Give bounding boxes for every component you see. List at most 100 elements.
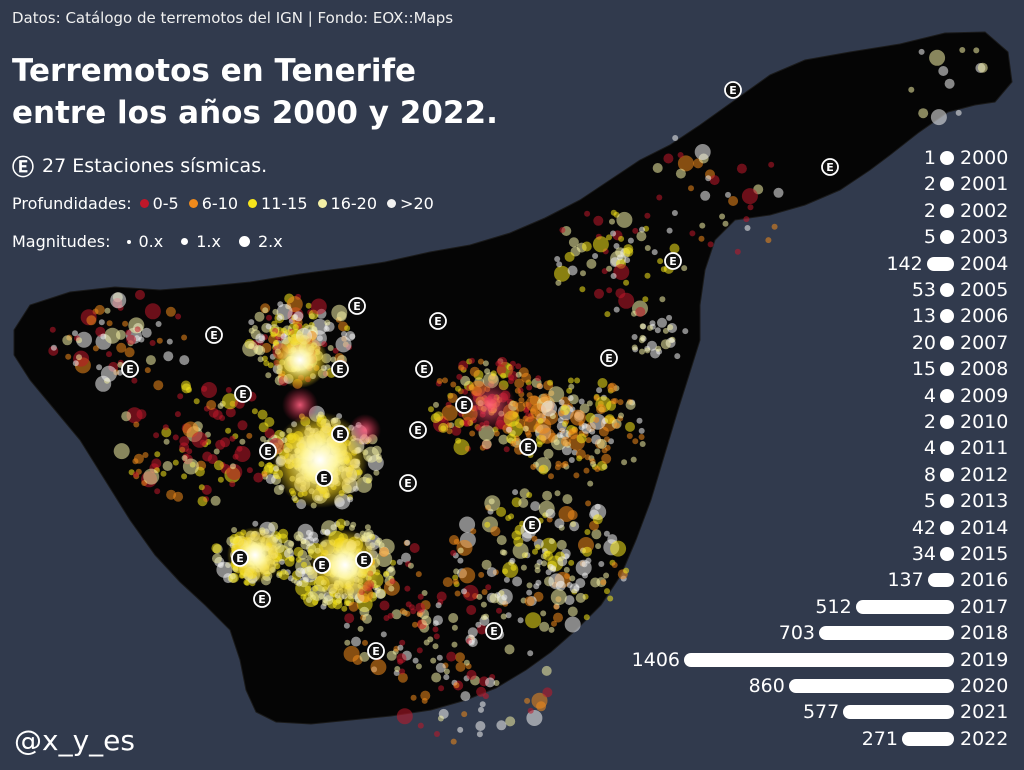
year-bar bbox=[940, 415, 954, 429]
earthquake-dot bbox=[344, 325, 351, 332]
earthquake-dot bbox=[156, 337, 163, 344]
earthquake-dot bbox=[458, 364, 465, 371]
year-count: 512 bbox=[815, 595, 852, 618]
station-icon: Ⓔ bbox=[12, 156, 35, 181]
year-label: 2018 bbox=[960, 622, 1009, 645]
earthquake-dot bbox=[324, 319, 331, 326]
earthquake-dot bbox=[213, 460, 224, 471]
earthquake-dot bbox=[336, 311, 347, 322]
seismic-station-icon: E bbox=[367, 642, 385, 660]
earthquake-dot bbox=[305, 302, 312, 309]
earthquake-dot bbox=[349, 524, 355, 531]
earthquake-dot bbox=[505, 612, 512, 619]
earthquake-dot bbox=[584, 210, 591, 217]
year-row: 34 2015 bbox=[912, 542, 1016, 566]
earthquake-dot bbox=[455, 385, 461, 392]
earthquake-dot bbox=[132, 471, 139, 478]
earthquake-dot bbox=[596, 438, 607, 449]
year-row: 703 2018 bbox=[779, 621, 1016, 645]
earthquake-dot bbox=[305, 529, 312, 536]
earthquake-dot bbox=[206, 400, 217, 410]
earthquake-dot bbox=[115, 329, 126, 340]
earthquake-dot bbox=[595, 543, 602, 550]
earthquake-dot bbox=[548, 626, 555, 633]
earthquake-dot bbox=[621, 459, 628, 466]
earthquake-dot bbox=[451, 425, 462, 436]
earthquake-dot bbox=[428, 406, 434, 413]
earthquake-dot bbox=[181, 455, 188, 461]
earthquake-dot bbox=[116, 342, 127, 353]
earthquake-dot bbox=[522, 425, 529, 432]
earthquake-dot bbox=[300, 539, 311, 550]
earthquake-dot bbox=[179, 355, 190, 366]
earthquake-dot bbox=[186, 386, 192, 393]
earthquake-dot bbox=[409, 604, 415, 611]
earthquake-dot bbox=[930, 109, 947, 126]
earthquake-dot bbox=[570, 409, 586, 426]
earthquake-dot bbox=[547, 379, 554, 386]
earthquake-dot bbox=[344, 613, 355, 624]
earthquake-dot bbox=[514, 387, 521, 394]
year-bar bbox=[940, 467, 954, 482]
earthquake-dot bbox=[466, 605, 477, 615]
earthquake-dot bbox=[145, 355, 156, 366]
seismic-station-icon: E bbox=[485, 622, 503, 640]
earthquake-dot bbox=[610, 230, 617, 237]
svg-text:E: E bbox=[372, 645, 380, 658]
earthquake-dot bbox=[217, 403, 224, 409]
earthquake-hotspot bbox=[464, 379, 516, 431]
earthquake-dot bbox=[165, 306, 176, 317]
earthquake-dot bbox=[569, 521, 580, 532]
earthquake-dot bbox=[394, 666, 401, 672]
earthquake-dot bbox=[49, 326, 56, 333]
year-label: 2019 bbox=[960, 648, 1009, 671]
earthquake-dot bbox=[433, 401, 439, 408]
earthquake-dot bbox=[138, 336, 145, 343]
earthquake-dot bbox=[215, 439, 226, 450]
stations-label: 27 Estaciones sísmicas. bbox=[42, 155, 268, 177]
earthquake-dot bbox=[237, 420, 248, 431]
earthquake-dot bbox=[181, 334, 188, 341]
earthquake-dot bbox=[216, 561, 233, 578]
year-row: 271 2022 bbox=[862, 727, 1016, 751]
depth-legend-label: Profundidades: bbox=[12, 194, 132, 213]
earthquake-dot bbox=[508, 365, 515, 372]
earthquake-dot bbox=[689, 230, 696, 237]
earthquake-dot bbox=[420, 690, 431, 701]
earthquake-dot bbox=[467, 627, 478, 638]
depth-legend-text: 16-20 bbox=[330, 194, 378, 213]
earthquake-dot bbox=[736, 163, 747, 174]
earthquake-dot bbox=[265, 474, 276, 485]
earthquake-dot bbox=[747, 204, 754, 211]
earthquake-dot bbox=[535, 375, 542, 382]
earthquake-dot bbox=[478, 571, 485, 578]
earthquake-dot bbox=[134, 326, 141, 333]
earthquake-dot bbox=[618, 292, 635, 309]
earthquake-dot bbox=[699, 222, 706, 229]
earthquake-dot bbox=[568, 237, 579, 248]
earthquake-dot bbox=[644, 245, 651, 251]
year-count: 4 bbox=[923, 384, 936, 407]
magnitude-size-dot bbox=[238, 236, 250, 247]
earthquake-dot bbox=[396, 653, 407, 664]
earthquake-dot bbox=[503, 576, 510, 583]
earthquake-dot bbox=[518, 397, 525, 404]
earthquake-dot bbox=[443, 674, 450, 681]
earthquake-dot bbox=[501, 549, 508, 556]
earthquake-dot bbox=[441, 404, 458, 421]
earthquake-dot bbox=[98, 319, 105, 326]
earthquake-dot bbox=[163, 351, 174, 362]
earthquake-dot bbox=[707, 241, 714, 248]
earthquake-dot bbox=[122, 320, 129, 327]
earthquake-dot bbox=[505, 426, 512, 433]
earthquake-dot bbox=[609, 218, 615, 225]
earthquake-dot bbox=[154, 488, 161, 495]
depth-legend-text: 11-15 bbox=[261, 194, 308, 213]
earthquake-dot bbox=[563, 566, 570, 573]
earthquake-dot bbox=[397, 672, 408, 683]
earthquake-dot bbox=[213, 448, 220, 455]
earthquake-dot bbox=[375, 453, 382, 460]
earthquake-dot bbox=[399, 668, 406, 675]
earthquake-dot bbox=[136, 409, 147, 420]
earthquake-dot bbox=[647, 324, 653, 331]
